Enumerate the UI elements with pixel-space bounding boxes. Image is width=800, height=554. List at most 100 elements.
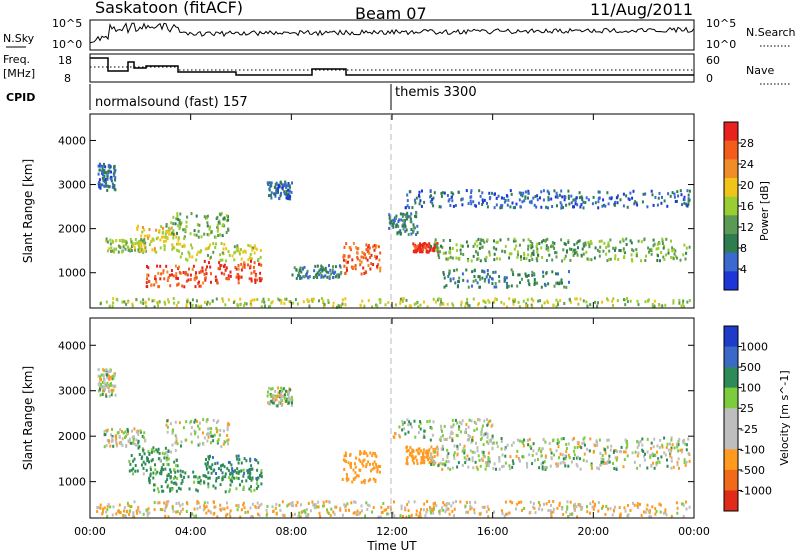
- heatmap-cell: [562, 206, 564, 209]
- heatmap-cell: [507, 237, 510, 241]
- heatmap-cell: [215, 479, 218, 483]
- heatmap-cell: [650, 463, 653, 467]
- heatmap-cell: [542, 198, 545, 202]
- heatmap-cell: [394, 432, 397, 435]
- heatmap-cell: [141, 435, 144, 438]
- heatmap-cell: [511, 459, 514, 463]
- heatmap-cell: [451, 302, 454, 306]
- heatmap-cell: [254, 281, 257, 284]
- y-tick-label: 2000: [58, 223, 86, 236]
- heatmap-cell: [305, 274, 308, 278]
- heatmap-cell: [669, 450, 672, 454]
- heatmap-cell: [306, 298, 309, 302]
- heatmap-cell: [376, 467, 379, 471]
- heatmap-cell: [239, 248, 242, 252]
- heatmap-cell: [607, 202, 610, 206]
- heatmap-cell: [223, 242, 226, 246]
- heatmap-cell: [117, 244, 120, 248]
- heatmap-cell: [221, 507, 224, 511]
- heatmap-cell: [232, 301, 235, 304]
- heatmap-cell: [465, 423, 468, 427]
- heatmap-cell: [491, 434, 494, 438]
- heatmap-cell: [400, 504, 403, 508]
- heatmap-cell: [281, 186, 284, 190]
- heatmap-cell: [672, 301, 675, 305]
- heatmap-cell: [675, 501, 678, 505]
- heatmap-cell: [467, 433, 470, 437]
- heatmap-cell: [514, 239, 517, 243]
- heatmap-cell: [101, 165, 104, 169]
- heatmap-cell: [188, 301, 191, 305]
- heatmap-cell: [660, 455, 663, 459]
- heatmap-cell: [553, 241, 556, 245]
- heatmap-cell: [419, 250, 421, 254]
- heatmap-cell: [566, 507, 569, 511]
- heatmap-cell: [664, 453, 667, 457]
- heatmap-cell: [157, 301, 160, 305]
- heatmap-cell: [433, 242, 436, 246]
- heatmap-cell: [184, 471, 187, 475]
- heatmap-cell: [164, 232, 167, 236]
- heatmap-cell: [639, 439, 642, 443]
- heatmap-cell: [520, 258, 523, 261]
- heatmap-cell: [237, 471, 240, 475]
- heatmap-cell: [106, 381, 109, 385]
- heatmap-cell: [405, 457, 408, 461]
- heatmap-cell: [108, 247, 111, 251]
- heatmap-cell: [544, 467, 547, 471]
- heatmap-cell: [589, 511, 591, 515]
- heatmap-cell: [467, 259, 470, 263]
- heatmap-cell: [258, 262, 260, 266]
- heatmap-cell: [273, 185, 276, 189]
- heatmap-cell: [485, 464, 488, 468]
- y-tick-label: 4000: [58, 339, 86, 352]
- heatmap-cell: [428, 461, 431, 465]
- heatmap-cell: [254, 246, 257, 250]
- heatmap-cell: [598, 250, 601, 254]
- heatmap-cell: [103, 381, 106, 385]
- heatmap-cell: [582, 206, 585, 210]
- heatmap-cell: [429, 190, 432, 193]
- heatmap-cell: [172, 222, 175, 226]
- heatmap-cell: [575, 251, 578, 255]
- heatmap-cell: [111, 384, 114, 388]
- heatmap-cell: [379, 251, 382, 255]
- heatmap-cell: [198, 421, 201, 425]
- heatmap-cell: [177, 238, 180, 242]
- heatmap-cell: [411, 456, 414, 460]
- heatmap-cell: [322, 504, 325, 508]
- heatmap-cell: [403, 427, 406, 431]
- heatmap-cell: [193, 480, 196, 484]
- heatmap-cell: [455, 268, 458, 272]
- heatmap-cell: [354, 264, 357, 267]
- heatmap-cell: [447, 452, 450, 456]
- heatmap-cell: [565, 285, 568, 289]
- heatmap-cell: [429, 438, 432, 442]
- heatmap-cell: [278, 196, 281, 200]
- heatmap-cell: [529, 240, 532, 243]
- heatmap-cell: [289, 397, 292, 401]
- heatmap-cell: [435, 300, 437, 304]
- heatmap-cell: [246, 469, 249, 473]
- heatmap-cell: [622, 298, 625, 302]
- heatmap-cell: [461, 272, 464, 276]
- heatmap-cell: [322, 275, 325, 279]
- heatmap-cell: [670, 438, 673, 442]
- heatmap-cell: [259, 474, 261, 477]
- heatmap-cell: [419, 461, 422, 465]
- heatmap-cell: [230, 463, 233, 467]
- heatmap-cell: [558, 440, 561, 444]
- heatmap-cell: [652, 244, 655, 248]
- heatmap-cell: [209, 225, 211, 229]
- heatmap-cell: [506, 281, 508, 285]
- heatmap-cell: [346, 268, 348, 272]
- heatmap-cell: [672, 299, 675, 303]
- heatmap-cell: [613, 203, 616, 207]
- heatmap-cell: [612, 303, 614, 307]
- heatmap-cell: [379, 266, 382, 270]
- heatmap-cell: [146, 273, 149, 277]
- heatmap-cell: [410, 212, 413, 216]
- heatmap-cell: [550, 197, 553, 201]
- colorbar-tick-label: 24: [740, 158, 754, 171]
- heatmap-cell: [366, 503, 369, 507]
